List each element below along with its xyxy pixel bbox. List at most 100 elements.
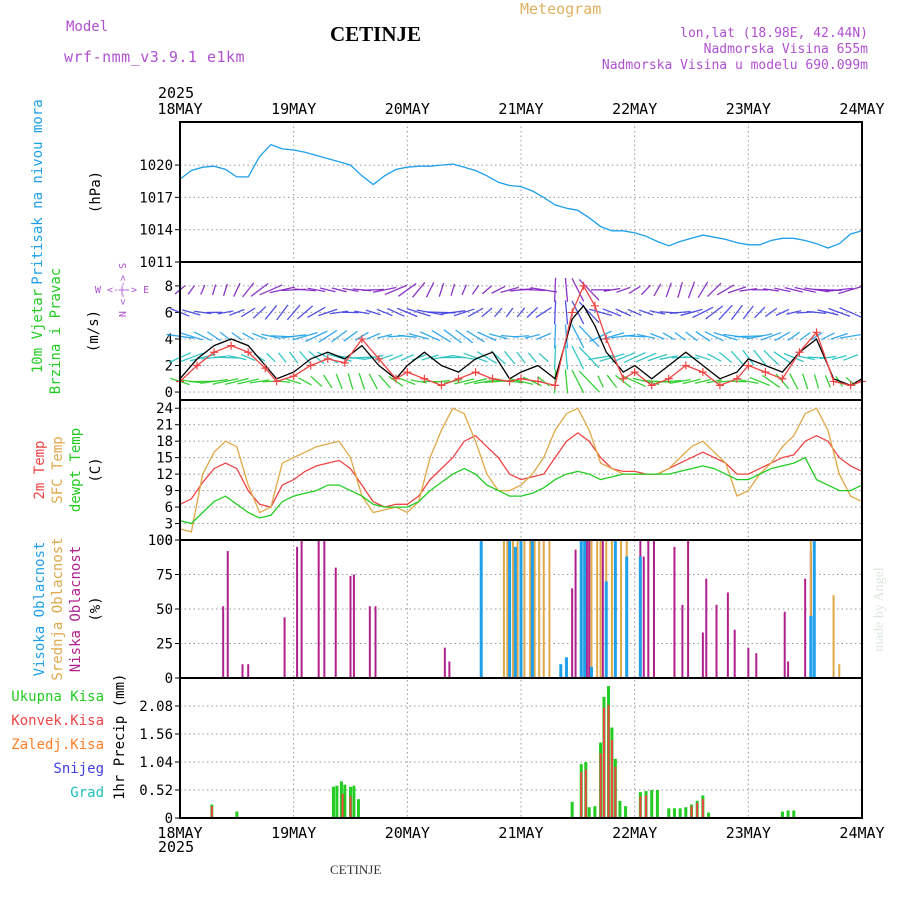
wind-vector <box>250 282 269 297</box>
bar-conv_precip <box>580 772 583 818</box>
wind-vector <box>193 331 212 342</box>
gust-marker <box>261 364 270 373</box>
wind-vector <box>727 286 747 294</box>
bar-low_cloud <box>755 653 758 678</box>
wind-vector <box>602 308 622 317</box>
bar-low_cloud <box>334 567 337 678</box>
wind-vector <box>335 373 343 390</box>
wind-vector <box>347 373 354 390</box>
y-tick-label: 12 <box>156 467 173 483</box>
wind-vector <box>481 307 493 318</box>
wind-vector <box>817 309 839 316</box>
wind-vector <box>362 288 385 291</box>
wind-vector <box>240 307 256 318</box>
panel-unit: (C) <box>88 457 104 482</box>
line-dewpoint <box>179 456 863 525</box>
wind-vector <box>538 353 549 363</box>
wind-vector <box>516 351 526 364</box>
x-tick-label-bottom: 24MAY <box>839 824 884 842</box>
y-tick-label: 3 <box>165 517 173 533</box>
gust-marker <box>306 361 315 370</box>
wind-vector <box>476 351 497 364</box>
wind-vector <box>734 335 763 338</box>
wind-vector <box>571 345 585 370</box>
gust-marker <box>454 374 463 383</box>
gust-marker <box>698 368 707 377</box>
wind-vector <box>718 351 733 364</box>
bar-low_cloud <box>226 551 229 678</box>
wind-vector <box>399 377 416 386</box>
wind-vector <box>799 331 811 341</box>
wind-vector <box>398 282 417 297</box>
y-tick-label: 21 <box>156 418 173 434</box>
bar-low_cloud <box>588 540 591 678</box>
x-tick-label-top: 21MAY <box>498 100 543 118</box>
gust-marker <box>534 377 543 386</box>
bar-total_precip <box>356 799 360 818</box>
gust-marker <box>647 381 656 390</box>
wind-vector <box>553 324 557 349</box>
wind-vector <box>578 346 600 369</box>
wind-vector <box>665 282 672 298</box>
wind-vector <box>440 310 466 315</box>
wind-vector <box>697 281 709 299</box>
y-tick-label: 18 <box>156 434 173 450</box>
wind-vector <box>512 335 530 338</box>
bar-low_cloud <box>715 604 718 678</box>
wind-vector <box>843 354 859 361</box>
wind-vector <box>760 331 782 341</box>
gust-marker <box>437 381 446 390</box>
wind-vector <box>322 374 333 389</box>
line-sfc_temp <box>179 407 863 533</box>
wind-vector <box>252 306 267 319</box>
x-tick-label-top: 22MAY <box>612 100 657 118</box>
bar-low_cloud <box>681 604 684 678</box>
wind-vector <box>231 332 243 341</box>
bar-high_cloud <box>513 546 517 678</box>
wind-vector <box>535 306 552 318</box>
bar-high_cloud <box>625 556 629 678</box>
bar-low_cloud <box>317 540 320 678</box>
wind-vector <box>179 332 203 341</box>
wind-vector <box>571 324 585 349</box>
panel-frame <box>179 677 863 819</box>
wind-vector <box>813 374 820 389</box>
wind-vector <box>466 330 485 343</box>
gust-marker <box>732 374 741 383</box>
bar-low_cloud <box>804 578 807 678</box>
wind-vector <box>650 332 665 340</box>
y-tick-label: 0 <box>165 385 173 401</box>
precip-ylabel: 1hr Precip (mm) <box>112 674 128 800</box>
wind-compass-horizontal: W <-|-> E <box>95 285 149 296</box>
wind-vector <box>310 375 323 388</box>
wind-vector <box>571 369 585 394</box>
wind-vector <box>240 353 256 362</box>
y-tick-label: 6 <box>165 305 173 321</box>
panel-ylabel: Pritisak na nivou mora <box>30 99 46 284</box>
wind-vector <box>564 369 569 394</box>
wind-vector <box>754 306 766 319</box>
x-tick-label-top: 24MAY <box>839 100 884 118</box>
wind-vector <box>454 378 475 385</box>
panel-unit: (m/s) <box>86 310 102 352</box>
bar-mid_cloud <box>832 595 835 678</box>
wind-vector <box>494 307 503 318</box>
model-label: Model <box>66 19 109 35</box>
wind-vector <box>519 288 546 292</box>
y-tick-label: 2.08 <box>139 699 173 715</box>
wind-vector <box>298 377 312 386</box>
panel-ylabel: Niska Oblacnost <box>68 546 84 672</box>
bar-low_cloud <box>247 664 250 678</box>
gust-marker <box>590 301 599 310</box>
wind-vector <box>229 308 245 316</box>
wind-vector <box>362 354 384 361</box>
panel-ylabel: 10m Vjetar <box>30 289 46 373</box>
bar-conv_precip <box>690 806 693 818</box>
gust-marker <box>272 377 281 386</box>
wind-vector <box>564 345 569 370</box>
gust-marker <box>664 374 673 383</box>
bar-low_cloud <box>642 556 645 678</box>
wind-vector <box>730 350 744 365</box>
